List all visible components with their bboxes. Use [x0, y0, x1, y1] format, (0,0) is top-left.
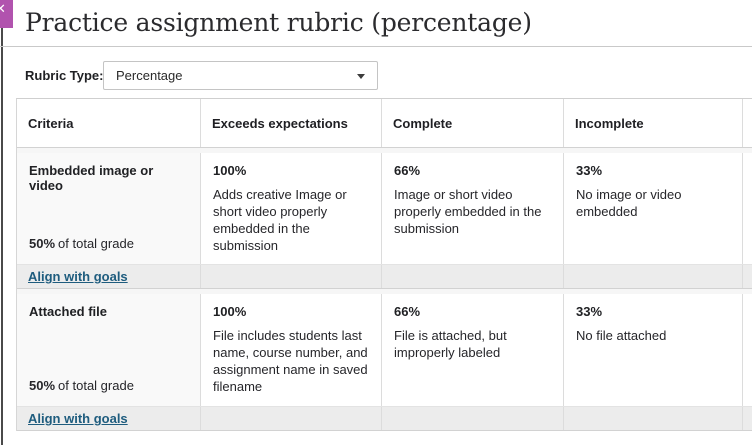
- table-row: Embedded image or video 50% of total grad…: [17, 153, 752, 264]
- table-row: Attached file 50% of total grade 100% Fil…: [17, 294, 752, 406]
- align-with-goals-row: Align with goals: [17, 264, 752, 288]
- level-percent: 33%: [576, 163, 603, 178]
- level-cell-exceeds: 100% File includes students last name, c…: [201, 294, 382, 406]
- criterion-weight: 50% of total grade: [29, 378, 134, 393]
- panel-left-rail: [1, 27, 3, 445]
- collapse-panel-tab[interactable]: ✕: [0, 0, 13, 28]
- level-percent: 66%: [394, 163, 421, 178]
- level-cell-incomplete: 33% No image or video embedded: [564, 153, 743, 264]
- title-divider: [0, 46, 752, 47]
- header-exceeds-expectations: Exceeds expectations: [201, 99, 382, 147]
- header-complete: Complete: [382, 99, 564, 147]
- overflow-sliver-cell: [743, 265, 752, 288]
- row-separator: [17, 289, 752, 294]
- level-percent: 66%: [394, 304, 421, 319]
- level-description: Adds creative Image or short video prope…: [213, 187, 347, 253]
- page-title: Practice assignment rubric (percentage): [25, 8, 532, 37]
- align-link-cell: Align with goals: [17, 407, 201, 430]
- rubric-type-select[interactable]: Percentage: [103, 61, 378, 90]
- chevron-down-icon: [357, 74, 365, 79]
- align-with-goals-link[interactable]: Align with goals: [28, 411, 128, 426]
- empty-cell: [564, 265, 743, 288]
- empty-cell: [382, 407, 564, 430]
- level-description: File is attached, but improperly labeled: [394, 328, 507, 360]
- level-description: Image or short video properly embedded i…: [394, 187, 542, 236]
- table-header-row: Criteria Exceeds expectations Complete I…: [17, 99, 752, 148]
- criterion-group-embedded-image: Embedded image or video 50% of total grad…: [17, 153, 752, 289]
- criterion-group-attached-file: Attached file 50% of total grade 100% Fil…: [17, 294, 752, 431]
- header-overflow-sliver: [743, 99, 752, 147]
- align-link-cell: Align with goals: [17, 265, 201, 288]
- level-description: No image or video embedded: [576, 187, 682, 219]
- level-description: No file attached: [576, 328, 667, 343]
- level-percent: 100%: [213, 163, 247, 178]
- row-separator: [17, 148, 752, 153]
- criterion-cell: Embedded image or video 50% of total grad…: [17, 153, 201, 264]
- empty-cell: [382, 265, 564, 288]
- criterion-name: Attached file: [29, 304, 108, 319]
- criterion-cell: Attached file 50% of total grade: [17, 294, 201, 406]
- align-with-goals-row: Align with goals: [17, 406, 752, 430]
- criterion-weight: 50% of total grade: [29, 236, 134, 251]
- level-description: File includes students last name, course…: [213, 328, 368, 394]
- overflow-sliver-cell: [743, 407, 752, 430]
- rubric-table: Criteria Exceeds expectations Complete I…: [16, 98, 752, 431]
- level-cell-complete: 66% Image or short video properly embedd…: [382, 153, 564, 264]
- empty-cell: [201, 407, 382, 430]
- overflow-sliver-cell: [743, 153, 752, 264]
- empty-cell: [564, 407, 743, 430]
- close-icon: ✕: [0, 1, 6, 16]
- level-cell-exceeds: 100% Adds creative Image or short video …: [201, 153, 382, 264]
- align-with-goals-link[interactable]: Align with goals: [28, 269, 128, 284]
- header-incomplete: Incomplete: [564, 99, 743, 147]
- level-cell-incomplete: 33% No file attached: [564, 294, 743, 406]
- rubric-type-selected-value: Percentage: [116, 68, 183, 83]
- empty-cell: [201, 265, 382, 288]
- overflow-sliver-cell: [743, 294, 752, 406]
- criterion-name: Embedded image or video: [29, 163, 154, 193]
- level-percent: 33%: [576, 304, 603, 319]
- level-percent: 100%: [213, 304, 247, 319]
- rubric-type-label: Rubric Type:: [25, 68, 104, 83]
- header-criteria: Criteria: [17, 99, 201, 147]
- level-cell-complete: 66% File is attached, but improperly lab…: [382, 294, 564, 406]
